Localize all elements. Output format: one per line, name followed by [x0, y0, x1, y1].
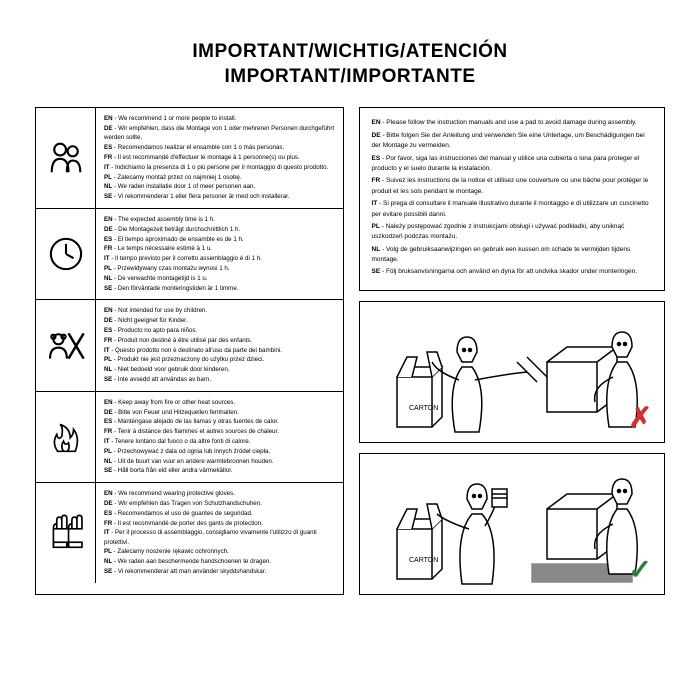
text-line: PL - Zalecamy noszenie rękawic ochronnyc…	[104, 547, 335, 556]
text-line: NL - We raden aan beschermende handschoe…	[104, 557, 335, 566]
people-icon	[36, 108, 96, 208]
info-row: EN - Keep away from fire or other heat s…	[36, 392, 343, 483]
text-line: DE - Die Montagezeit beträgt durchschnit…	[104, 225, 335, 234]
text-line: ES - El tiempo aproximado de ensamble es…	[104, 235, 335, 244]
text-line: FR - Il est recommandé de porter des gan…	[104, 519, 335, 528]
info-row: EN - Not intended for use by children.DE…	[36, 300, 343, 391]
text-line: IT - Per il processo di assemblaggio, co…	[104, 528, 335, 547]
instruction-line: ES - Por favor, siga las instrucciones d…	[372, 154, 653, 175]
text-line: NL - Uit de buurt van vuur en andere war…	[104, 457, 335, 466]
instruction-line: PL - Należy postępować zgodnie z instruk…	[372, 222, 653, 243]
text-line: IT - Tenere lontano dal fuoco o da altre…	[104, 437, 335, 446]
text-line: NL - We raden installatie door 1 of meer…	[104, 182, 335, 191]
text-line: SE - Håll borta från eld eller andra vär…	[104, 466, 335, 475]
info-row: EN - We recommend wearing protective glo…	[36, 483, 343, 583]
clock-icon	[36, 209, 96, 299]
info-row: EN - The expected assembly time is 1 h.D…	[36, 209, 343, 300]
text-line: ES - Producto no apto para niños.	[104, 326, 335, 335]
text-line: PL - Zalecamy montaż przez co najmniej 1…	[104, 173, 335, 182]
instruction-line: EN - Please follow the instruction manua…	[372, 118, 653, 128]
text-line: FR - Produit non destiné à être utilisé …	[104, 336, 335, 345]
text-line: DE - Nicht geeignet für Kinder.	[104, 316, 335, 325]
fire-icon	[36, 392, 96, 482]
text-line: ES - Recomendamos realizar el ensamble c…	[104, 143, 335, 152]
carton-label: CARTON	[409, 405, 438, 412]
text-line: EN - The expected assembly time is 1 h.	[104, 215, 335, 224]
text-line: SE - Den förväntade monteringstiden är 1…	[104, 284, 335, 293]
text-line: NL - Niet bedoeld voor gebruik door kind…	[104, 365, 335, 374]
text-line: FR - Il est recommandé d'effectuer le mo…	[104, 153, 335, 162]
text-cell: EN - We recommend 1 or more people to in…	[96, 108, 343, 208]
info-row: EN - We recommend 1 or more people to in…	[36, 108, 343, 209]
text-line: PL - Przewidywany czas montażu wynosi 1 …	[104, 264, 335, 273]
title-line-2: IMPORTANT/IMPORTANTE	[35, 65, 665, 90]
right-column: EN - Please follow the instruction manua…	[359, 107, 666, 594]
text-line: IT - Questo prodotto non è destinato all…	[104, 346, 335, 355]
page-title: IMPORTANT/WICHTIG/ATENCIÓN IMPORTANT/IMP…	[35, 40, 665, 89]
instruction-line: DE - Bitte folgen Sie der Anleitung und …	[372, 131, 653, 152]
left-table: EN - We recommend 1 or more people to in…	[35, 107, 344, 594]
text-line: DE - Wir empfehlen, dass die Montage von…	[104, 124, 335, 143]
text-line: ES - Recomendamos el uso de guantes de s…	[104, 509, 335, 518]
text-line: EN - We recommend wearing protective glo…	[104, 489, 335, 498]
text-line: EN - Keep away from fire or other heat s…	[104, 398, 335, 407]
illustration-right: CARTON ✓	[359, 453, 666, 595]
right-mark-icon: ✓	[629, 553, 652, 586]
text-line: EN - We recommend 1 or more people to in…	[104, 114, 335, 123]
instruction-line: IT - Si prega di consultare il manuale i…	[372, 199, 653, 220]
text-line: IT - Indichiamo la presenza di 1 o più p…	[104, 163, 335, 172]
text-cell: EN - The expected assembly time is 1 h.D…	[96, 209, 343, 299]
text-line: NL - De verwachte montagetijd is 1 u.	[104, 274, 335, 283]
text-line: SE - Inte avsedd att användas av barn.	[104, 375, 335, 384]
text-line: PL - Przechowywać z dala od ognia lub in…	[104, 447, 335, 456]
main-layout: EN - We recommend 1 or more people to in…	[35, 107, 665, 594]
text-line: IT - Il tempo previsto per il corretto a…	[104, 254, 335, 263]
instruction-line: FR - Suivez les instructions de la notic…	[372, 176, 653, 197]
text-line: SE - Vi rekommenderar att man använder s…	[104, 567, 335, 576]
text-line: FR - Tenir à distance des flammes et aut…	[104, 427, 335, 436]
text-line: DE - Bitte von Feuer und Hitzequellen fe…	[104, 408, 335, 417]
text-cell: EN - Not intended for use by children.DE…	[96, 300, 343, 390]
instructions-box: EN - Please follow the instruction manua…	[359, 107, 666, 290]
title-line-1: IMPORTANT/WICHTIG/ATENCIÓN	[35, 40, 665, 65]
text-line: EN - Not intended for use by children.	[104, 306, 335, 315]
instruction-line: NL - Volg de gebruiksaanwijzingen en geb…	[372, 245, 653, 266]
illustration-wrong: CARTON ✗	[359, 301, 666, 443]
nochild-icon	[36, 300, 96, 390]
carton-label: CARTON	[409, 557, 438, 564]
text-cell: EN - We recommend wearing protective glo…	[96, 483, 343, 583]
text-line: PL - Produkt nie jest przeznaczony do uż…	[104, 355, 335, 364]
text-line: SE - Vi rekommenderar 1 eller flera pers…	[104, 192, 335, 201]
gloves-icon	[36, 483, 96, 583]
instruction-line: SE - Följ bruksanvisningarna och använd …	[372, 267, 653, 277]
text-line: DE - Wir empfehlen das Tragen von Schutz…	[104, 499, 335, 508]
text-line: FR - Le temps nécessaire estimé à 1 u.	[104, 244, 335, 253]
wrong-mark-icon: ✗	[629, 401, 652, 434]
text-cell: EN - Keep away from fire or other heat s…	[96, 392, 343, 482]
text-line: ES - Manténgase alejado de las llamas y …	[104, 417, 335, 426]
